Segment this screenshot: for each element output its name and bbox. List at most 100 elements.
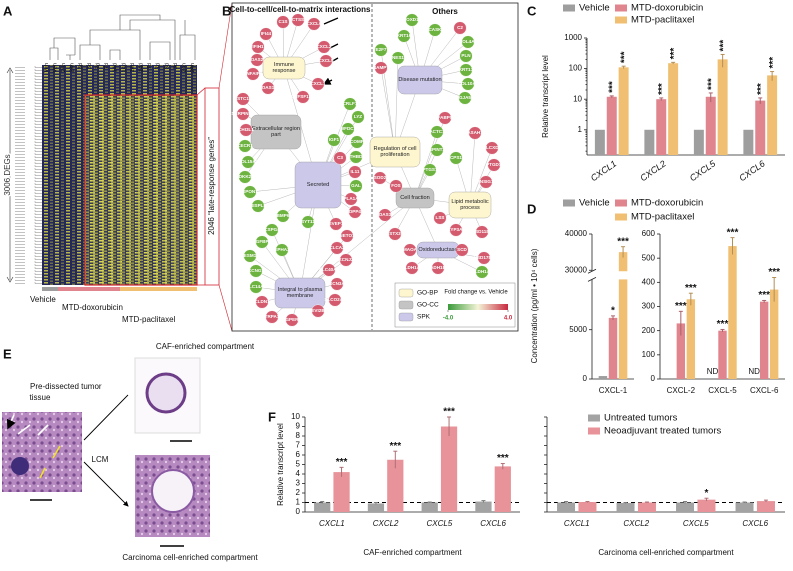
legend-swatch bbox=[615, 16, 627, 24]
gene-label: CYP3A5 bbox=[447, 227, 465, 232]
gene-node bbox=[276, 15, 290, 29]
significance: *** bbox=[497, 453, 509, 464]
column-label: 3d bbox=[87, 63, 93, 69]
gene-node bbox=[461, 77, 475, 91]
gene-node bbox=[329, 217, 343, 231]
gene-label: C1S bbox=[279, 19, 288, 24]
bar bbox=[705, 96, 716, 155]
gene-node bbox=[348, 205, 362, 219]
bar bbox=[735, 502, 754, 512]
gene-label: DKK2 bbox=[239, 174, 252, 179]
significance: *** bbox=[443, 407, 455, 418]
x-tick-label: CXCL-5 bbox=[708, 386, 737, 395]
gene-label: SPINT2 bbox=[429, 147, 446, 152]
gene-label: COL15A1 bbox=[238, 159, 259, 164]
gene-label: SLC40A1 bbox=[319, 267, 340, 272]
y-axis-label: Relative transcript level bbox=[541, 55, 550, 138]
left-title: Cell-to-cell/cell-to-matrix interactions bbox=[230, 5, 371, 14]
group-label: Vehicle bbox=[30, 295, 56, 304]
y-tick-label: 5000 bbox=[569, 325, 587, 334]
bar bbox=[333, 472, 350, 512]
gene-node bbox=[296, 90, 310, 104]
x-tick-label: CXCL-2 bbox=[667, 386, 696, 395]
gene-label: NES1 bbox=[392, 55, 404, 60]
gene-node bbox=[330, 277, 344, 291]
gene-label: TNFAIP2 bbox=[244, 71, 263, 76]
hub-label: Regulation of cell proliferation bbox=[373, 145, 417, 158]
gene-label: SLCO2A1 bbox=[324, 297, 346, 302]
hub-node bbox=[262, 56, 306, 80]
gene-node bbox=[458, 91, 472, 105]
bar bbox=[759, 301, 769, 379]
gene-label: CXCL2 bbox=[316, 44, 332, 49]
panel-letter: A bbox=[3, 3, 13, 18]
gene-label: KRT13 bbox=[459, 67, 474, 72]
legend-swatch bbox=[398, 300, 414, 310]
significance: *** bbox=[607, 81, 618, 93]
x-tick-label: CXCL-1 bbox=[599, 386, 628, 395]
gene-node bbox=[373, 171, 387, 185]
gene-label: CRISPLD2 bbox=[247, 203, 270, 208]
significance: *** bbox=[717, 319, 729, 330]
gene-node bbox=[453, 21, 467, 35]
panel-letter: F bbox=[268, 409, 276, 424]
gene-node bbox=[251, 199, 265, 213]
edge bbox=[299, 197, 416, 294]
hub-label: Lipid metabolic process bbox=[451, 198, 489, 211]
column-label: 24h bbox=[182, 63, 188, 72]
gene-label: FGFBP1 bbox=[253, 239, 272, 244]
gene-label: E2F7 bbox=[376, 47, 387, 52]
gene-label: CHI3L1 bbox=[238, 127, 254, 132]
x-tick-label: CXCL1 bbox=[564, 519, 590, 528]
hub-node bbox=[395, 187, 435, 209]
y-tick-label: 30000 bbox=[565, 265, 588, 274]
gene-label: PLN bbox=[461, 53, 471, 58]
significance: *** bbox=[727, 227, 739, 238]
gene-label: CLCA2 bbox=[329, 245, 345, 250]
x-tick-label: CXCL2 bbox=[373, 519, 399, 528]
gene-label: SCD bbox=[457, 247, 467, 252]
bar bbox=[494, 466, 511, 512]
gene-label: PLCXD3 bbox=[483, 145, 502, 150]
lcm-arrows bbox=[83, 394, 128, 506]
legend-label: Neoadjuvant treated tumors bbox=[604, 426, 721, 437]
gene-label: CRLF1 bbox=[343, 101, 358, 106]
gene-node bbox=[391, 51, 405, 65]
hub-label: Disease mutation bbox=[398, 76, 442, 83]
gene-label: INSIG1 bbox=[478, 179, 494, 184]
gene-label: ACTC1 bbox=[429, 129, 445, 134]
bar bbox=[578, 502, 597, 512]
bar bbox=[755, 100, 766, 155]
y-tick-label: 100 bbox=[642, 350, 656, 359]
gene-node bbox=[388, 227, 402, 241]
gene-node bbox=[275, 243, 289, 257]
heatmap-cluster bbox=[85, 95, 197, 285]
y-tick-label: 10 bbox=[573, 94, 582, 103]
hub-label-box: Disease mutation bbox=[398, 76, 442, 83]
legend-swatch bbox=[563, 4, 575, 12]
x-tick-label: CXCL6 bbox=[742, 519, 768, 528]
hub-label-box: Extracellular region part bbox=[252, 126, 300, 138]
legend-swatch bbox=[398, 312, 414, 322]
column-label: 7d bbox=[104, 63, 110, 69]
gene-node bbox=[322, 263, 336, 277]
bar bbox=[557, 502, 576, 512]
legend-swatch bbox=[398, 288, 414, 298]
gene-node bbox=[344, 192, 358, 206]
gene-node bbox=[249, 264, 263, 278]
hub-label: Cell fraction bbox=[400, 194, 430, 201]
gene-node bbox=[265, 310, 279, 324]
bar bbox=[676, 323, 686, 379]
gene-node bbox=[307, 17, 321, 31]
column-label: 14d bbox=[130, 63, 136, 72]
x-tick-label: CXCL-6 bbox=[750, 386, 779, 395]
gene-label: EVI2B bbox=[311, 308, 325, 313]
gene-node bbox=[339, 253, 353, 267]
legend-label: Vehicle bbox=[579, 198, 610, 209]
gene-node bbox=[433, 211, 447, 225]
gene-node bbox=[430, 125, 444, 139]
gene-node bbox=[285, 313, 299, 327]
row-dendrogram bbox=[15, 65, 42, 285]
tissue-images bbox=[2, 357, 210, 547]
gene-node bbox=[397, 29, 411, 43]
